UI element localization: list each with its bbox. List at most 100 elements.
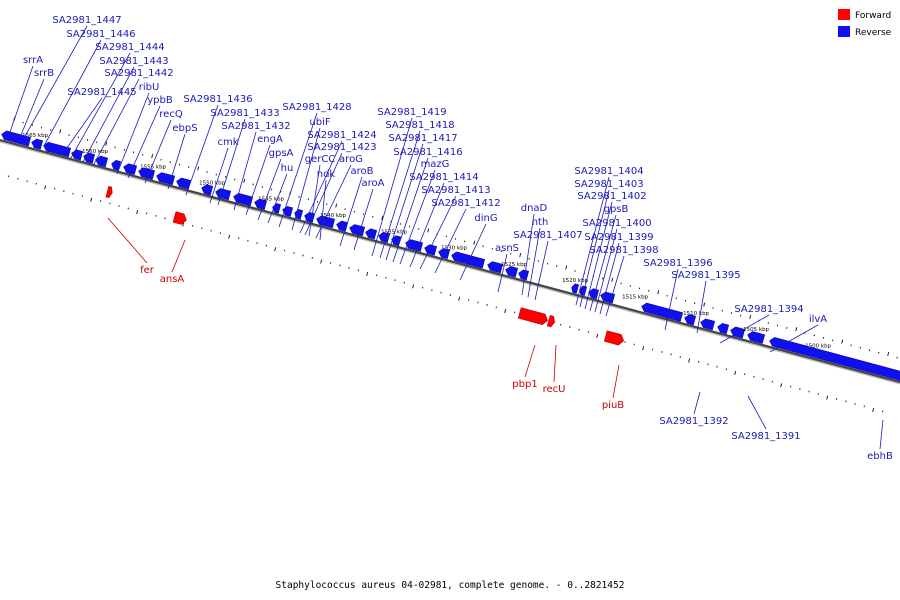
gene-label-sa2981-1417: SA2981_1417	[388, 133, 457, 144]
reverse-gene[interactable]	[390, 235, 402, 246]
gene-arrow[interactable]	[200, 184, 214, 196]
reverse-gene[interactable]	[232, 192, 254, 207]
gene-arrow[interactable]	[423, 244, 438, 256]
gene-label-sa2981-1445: SA2981_1445	[67, 87, 136, 98]
gene-label-sa2981-1412: SA2981_1412	[431, 198, 500, 209]
gene-arrow[interactable]	[546, 315, 556, 328]
scale-label: 1505 kbp	[743, 327, 769, 333]
gene-arrow[interactable]	[450, 251, 486, 269]
forward-gene-piub[interactable]	[603, 330, 625, 346]
gene-arrow[interactable]	[105, 186, 114, 199]
leader-line	[217, 118, 246, 206]
forward-gene-ansa[interactable]	[172, 211, 188, 226]
leader-line	[61, 97, 103, 156]
gene-arrow[interactable]	[517, 269, 530, 281]
gene-arrow[interactable]	[570, 283, 580, 294]
gene-label-ebps: ebpS	[172, 123, 197, 134]
gene-arrow[interactable]	[683, 314, 697, 326]
gene-label-ribu: ribU	[139, 82, 160, 93]
reverse-gene[interactable]	[423, 244, 438, 256]
reverse-gene[interactable]	[315, 215, 336, 229]
reverse-gene[interactable]	[214, 187, 232, 201]
tick-mark	[473, 240, 476, 245]
tick-mark	[872, 407, 875, 413]
gene-arrow[interactable]	[335, 220, 349, 232]
gene-label-sa2981-1396: SA2981_1396	[643, 258, 712, 269]
gene-arrow[interactable]	[404, 238, 424, 252]
reverse-gene[interactable]	[175, 177, 192, 190]
gene-arrow[interactable]	[640, 302, 684, 322]
scale-label: 1500 kbp	[805, 344, 831, 350]
gene-arrow[interactable]	[599, 291, 616, 304]
leader-line	[459, 223, 487, 281]
tick-mark	[44, 185, 47, 190]
gene-arrow[interactable]	[315, 215, 336, 229]
gene-label-mazg: mazG	[421, 159, 450, 170]
reverse-gene[interactable]	[716, 322, 730, 335]
reverse-gene[interactable]	[0, 130, 32, 147]
gene-arrow[interactable]	[214, 187, 232, 201]
tick-mark	[366, 271, 369, 276]
reverse-gene[interactable]	[364, 228, 378, 240]
gene-label-sa2981-1416: SA2981_1416	[393, 147, 462, 158]
gene-label-sa2981-1444: SA2981_1444	[95, 42, 164, 53]
gene-label-gercc: gerCC	[305, 154, 336, 165]
reverse-gene[interactable]	[599, 291, 616, 304]
leader-line	[299, 140, 343, 234]
gene-arrow[interactable]	[232, 192, 254, 207]
gene-features[interactable]	[0, 130, 900, 381]
gene-label-sa2981-1443: SA2981_1443	[99, 56, 168, 67]
reverse-gene[interactable]	[335, 220, 349, 232]
gene-arrow[interactable]	[364, 228, 378, 240]
tick-mark	[504, 308, 507, 314]
reverse-gene[interactable]	[450, 251, 486, 269]
forward-gene-pbp1[interactable]	[517, 307, 549, 326]
gene-arrow[interactable]	[504, 265, 519, 278]
reverse-gene[interactable]	[486, 261, 504, 274]
reverse-gene[interactable]	[200, 184, 214, 196]
leader-line	[399, 169, 436, 265]
leader-line	[605, 255, 625, 317]
leader-line	[769, 324, 819, 353]
gene-arrow[interactable]	[175, 177, 192, 190]
reverse-gene[interactable]	[746, 330, 766, 344]
gene-arrow[interactable]	[293, 209, 304, 220]
scale-label: 1520 kbp	[562, 278, 588, 284]
reverse-gene[interactable]	[30, 138, 44, 150]
gene-label-sa2981-1442: SA2981_1442	[104, 68, 173, 79]
tick-mark	[105, 141, 108, 146]
gene-arrow[interactable]	[486, 261, 504, 274]
gene-arrow[interactable]	[603, 330, 625, 346]
tick-mark	[749, 314, 752, 319]
gene-arrow[interactable]	[172, 211, 188, 226]
scale-label: 1515 kbp	[622, 294, 648, 300]
reverse-gene[interactable]	[404, 238, 424, 252]
tick-mark	[657, 290, 660, 295]
leader-line	[579, 189, 610, 308]
gene-arrow[interactable]	[390, 235, 402, 246]
gene-label-sa2981-1419: SA2981_1419	[377, 107, 446, 118]
reverse-gene[interactable]	[517, 269, 530, 281]
leader-line	[497, 253, 508, 293]
gene-arrow[interactable]	[746, 330, 766, 344]
gene-arrow[interactable]	[699, 318, 716, 331]
forward-gene-recu[interactable]	[546, 315, 556, 328]
gene-label-sa2981-1414: SA2981_1414	[409, 172, 478, 183]
reverse-gene[interactable]	[504, 265, 519, 278]
reverse-gene[interactable]	[768, 336, 900, 381]
gene-arrow[interactable]	[517, 307, 549, 326]
gene-arrow[interactable]	[716, 322, 730, 335]
gene-arrow[interactable]	[0, 130, 32, 147]
tick-mark	[642, 346, 645, 351]
gene-arrow[interactable]	[110, 159, 122, 171]
reverse-gene[interactable]	[293, 209, 304, 220]
reverse-gene[interactable]	[570, 283, 580, 294]
reverse-gene[interactable]	[110, 159, 122, 171]
gene-arrow[interactable]	[30, 138, 44, 150]
reverse-gene[interactable]	[683, 314, 697, 326]
gene-labels: SA2981_1447 SA2981_1446 SA2981_1444 SA2981_…	[23, 15, 893, 462]
forward-gene-fer[interactable]	[105, 186, 114, 199]
reverse-gene[interactable]	[699, 318, 716, 331]
reverse-gene[interactable]	[640, 302, 684, 322]
gene-arrow[interactable]	[768, 336, 900, 381]
